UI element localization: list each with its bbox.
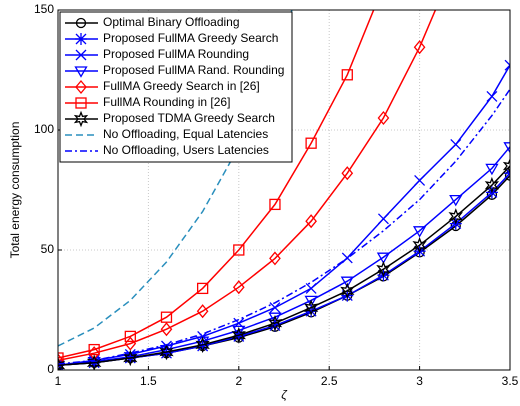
- marker: [58, 360, 65, 370]
- marker: [268, 319, 281, 332]
- legend-marker: [75, 17, 87, 29]
- x-tick-label: 2: [235, 374, 242, 388]
- marker: [58, 356, 66, 370]
- x-tick-label: 3: [416, 374, 423, 388]
- marker: [269, 198, 281, 211]
- marker: [268, 312, 282, 324]
- marker: [412, 236, 427, 254]
- legend-label: Proposed FullMA Rounding: [103, 47, 249, 61]
- marker: [449, 194, 463, 207]
- legend-label: FullMA Rounding in [26]: [103, 95, 230, 109]
- legend-label: Proposed TDMA Greedy Search: [103, 111, 275, 125]
- marker: [58, 353, 64, 368]
- marker: [303, 299, 319, 316]
- marker: [484, 176, 500, 194]
- marker: [502, 157, 510, 175]
- legend-marker: [74, 66, 88, 78]
- legend-marker: [75, 49, 87, 61]
- marker: [160, 347, 173, 360]
- y-tick-label: 150: [34, 2, 54, 16]
- marker: [485, 163, 499, 176]
- marker: [412, 226, 427, 238]
- marker: [88, 346, 101, 361]
- legend-marker: [73, 110, 89, 128]
- marker: [269, 251, 281, 266]
- legend-marker: [75, 97, 87, 109]
- marker: [504, 170, 510, 181]
- marker: [305, 305, 318, 318]
- marker: [377, 110, 390, 126]
- marker: [160, 322, 173, 337]
- marker: [486, 90, 498, 102]
- series-line: [58, 165, 510, 366]
- marker: [305, 282, 317, 294]
- marker: [269, 302, 281, 314]
- series-line: [58, 10, 293, 347]
- legend-label: Optimal Binary Offloading: [103, 15, 240, 29]
- x-tick-label: 1: [55, 374, 62, 388]
- marker: [196, 282, 209, 295]
- x-tick-label: 3.5: [502, 374, 519, 388]
- marker: [376, 260, 391, 278]
- marker: [159, 343, 174, 361]
- series-line: [58, 146, 510, 366]
- marker: [58, 352, 64, 364]
- marker: [195, 336, 210, 354]
- legend-box: [59, 11, 293, 163]
- marker: [232, 280, 245, 295]
- marker: [233, 244, 245, 256]
- marker: [305, 214, 317, 229]
- y-axis-label: Total energy consumption: [8, 122, 22, 259]
- legend-label: No Offloading, Users Latencies: [103, 143, 269, 157]
- axes-box: [57, 9, 511, 371]
- x-tick-label: 2.5: [321, 374, 338, 388]
- marker: [231, 326, 246, 344]
- marker: [341, 69, 353, 81]
- marker: [341, 166, 354, 181]
- legend-marker: [75, 79, 87, 95]
- marker: [86, 354, 102, 370]
- marker: [340, 276, 354, 288]
- marker: [450, 138, 462, 150]
- marker: [448, 208, 463, 225]
- marker: [504, 59, 510, 71]
- legend-label: FullMA Greedy Search in [26]: [103, 79, 260, 93]
- marker: [377, 213, 389, 225]
- marker: [340, 282, 355, 300]
- marker: [376, 252, 391, 264]
- y-tick-label: 50: [41, 242, 55, 256]
- marker: [341, 252, 353, 264]
- marker: [267, 314, 283, 332]
- x-axis-label: ζ: [281, 388, 288, 402]
- marker: [123, 349, 138, 367]
- marker: [503, 142, 510, 154]
- series-line: [58, 10, 437, 362]
- legend-label: Proposed FullMA Greedy Search: [103, 31, 278, 45]
- marker: [414, 174, 426, 186]
- series-line: [58, 88, 510, 365]
- series-line: [58, 10, 375, 359]
- marker: [304, 295, 318, 308]
- plot-layer: [58, 10, 510, 370]
- legend-marker: [75, 33, 87, 45]
- marker: [160, 311, 173, 323]
- y-tick-label: 100: [34, 122, 54, 136]
- y-tick-label: 0: [47, 362, 54, 376]
- marker: [196, 304, 209, 319]
- legend-label: No Offloading, Equal Latencies: [103, 127, 268, 141]
- marker: [413, 40, 426, 55]
- marker: [232, 325, 246, 338]
- marker: [124, 330, 136, 343]
- x-tick-label: 1.5: [140, 374, 157, 388]
- legend-label: Proposed FullMA Rand. Rounding: [103, 63, 284, 77]
- marker: [305, 137, 317, 149]
